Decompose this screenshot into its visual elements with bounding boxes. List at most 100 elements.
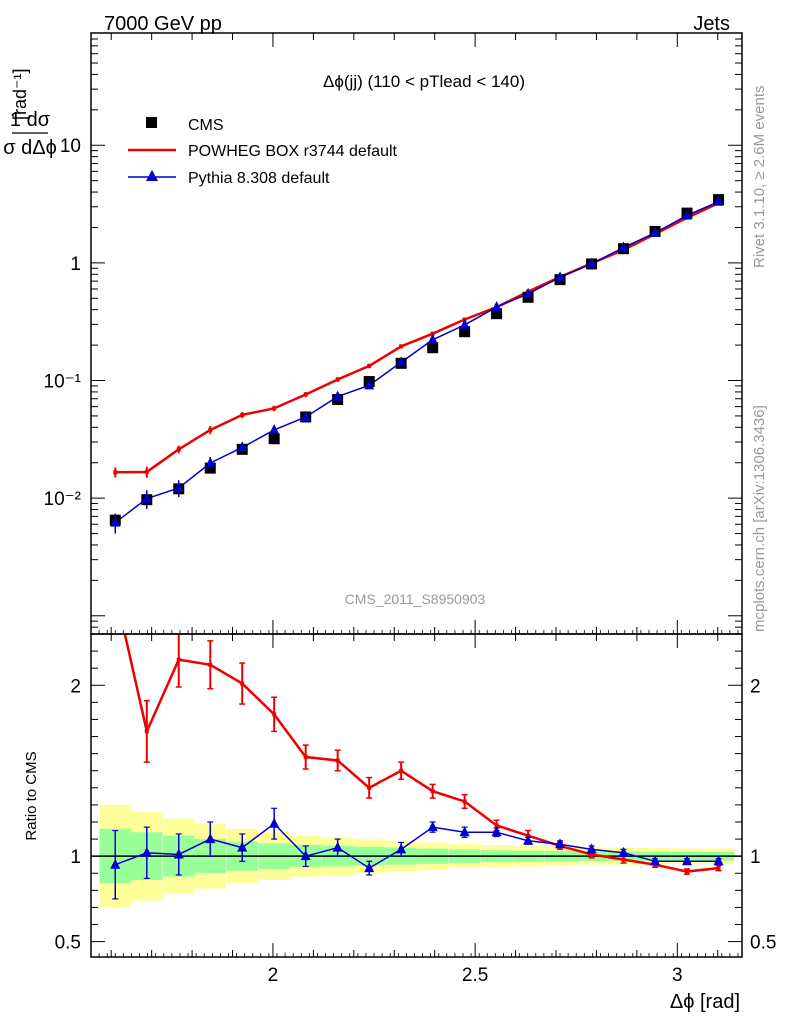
pythia-point bbox=[682, 209, 693, 220]
ratio-pythia-point bbox=[713, 855, 724, 866]
ratio-powheg-point bbox=[430, 789, 435, 794]
cms-point bbox=[268, 433, 280, 445]
ratio-pythia-point bbox=[682, 855, 693, 866]
ratio-powheg-point bbox=[208, 662, 213, 667]
rivet-version-label: Rivet 3.1.10, ≥ 2.6M events bbox=[751, 86, 768, 269]
main-ylabel-unit: [rad⁻¹] bbox=[10, 68, 30, 120]
cms-point bbox=[459, 326, 471, 338]
pythia-point bbox=[459, 318, 470, 329]
ratio-panel-frame bbox=[90, 633, 743, 958]
ratio-pythia-point bbox=[300, 850, 311, 861]
analysis-watermark: CMS_2011_S8950903 bbox=[345, 591, 486, 607]
legend-item-pythia: Pythia 8.308 default bbox=[128, 170, 330, 187]
ratio-powheg-point bbox=[685, 869, 690, 874]
powheg-point bbox=[144, 469, 149, 474]
main-y-tick-label: 10⁻² bbox=[44, 489, 82, 510]
ratio-y-tick-label-left: 1 bbox=[70, 847, 81, 868]
main-ylabel: 1 dσ σ dΔϕ [rad⁻¹] bbox=[3, 68, 57, 159]
powheg-point bbox=[113, 470, 118, 475]
main-ylabel-top: 1 dσ bbox=[10, 109, 51, 131]
x-tick-label: 2.5 bbox=[462, 965, 488, 986]
ratio-pythia-point bbox=[237, 841, 248, 852]
main-ylabel-bottom: σ dΔϕ bbox=[3, 137, 57, 159]
ratio-powheg-point bbox=[494, 823, 499, 828]
ratio-pythia-point bbox=[110, 858, 121, 869]
pythia-point bbox=[237, 441, 248, 452]
pythia-point bbox=[300, 410, 311, 421]
pythia-point bbox=[173, 481, 184, 492]
ratio-ylabel: Ratio to CMS bbox=[23, 751, 40, 840]
ratio-powheg-point bbox=[335, 758, 340, 763]
x-tick-label: 3 bbox=[672, 965, 683, 986]
header-right: Jets bbox=[693, 13, 730, 35]
legend-cms-label: CMS bbox=[188, 117, 224, 134]
ratio-y-tick-label-right: 0.5 bbox=[750, 933, 776, 954]
legend-pythia-label: Pythia 8.308 default bbox=[188, 170, 330, 187]
pythia-point bbox=[396, 356, 407, 367]
axes-layer: 10 1 10⁻¹ 10⁻² 2 2.5 3 0.5 0.5 1 1 2 2 bbox=[44, 32, 776, 986]
ratio-data-layer bbox=[110, 589, 724, 900]
pythia-point bbox=[269, 423, 280, 434]
ratio-pythia-point bbox=[396, 843, 407, 854]
ratio-pythia-point bbox=[491, 826, 502, 837]
ratio-pythia-point bbox=[173, 848, 184, 859]
ratio-pythia-point bbox=[269, 817, 280, 828]
ratio-powheg-line bbox=[123, 634, 719, 873]
main-plot-title: Δϕ(jj) (110 < pTlead < 140) bbox=[323, 72, 525, 91]
powheg-point bbox=[399, 344, 404, 349]
ratio-pythia-point bbox=[427, 821, 438, 832]
powheg-point bbox=[208, 427, 213, 432]
x-tick-label: 2 bbox=[268, 965, 279, 986]
ratio-y-tick-label-right: 1 bbox=[750, 847, 761, 868]
powheg-point bbox=[272, 406, 277, 411]
main-data-layer bbox=[109, 194, 725, 534]
ratio-y-tick-label-left: 2 bbox=[70, 676, 81, 697]
ratio-y-tick-label-right: 2 bbox=[750, 676, 761, 697]
ratio-pythia-point bbox=[459, 826, 470, 837]
main-y-tick-label: 10 bbox=[60, 136, 81, 157]
legend: CMS POWHEG BOX r3744 default Pythia 8.30… bbox=[128, 117, 398, 187]
powheg-point bbox=[176, 447, 181, 452]
ratio-powheg-point bbox=[462, 799, 467, 804]
ratio-y-tick-label-left: 0.5 bbox=[55, 933, 81, 954]
pythia-point bbox=[332, 390, 343, 401]
ratio-pythia-point bbox=[205, 833, 216, 844]
powheg-point bbox=[367, 363, 372, 368]
ratio-powheg-point bbox=[399, 768, 404, 773]
powheg-point bbox=[303, 392, 308, 397]
ratio-powheg-point bbox=[367, 785, 372, 790]
powheg-point bbox=[335, 377, 340, 382]
pythia-point bbox=[713, 195, 724, 206]
legend-powheg-label: POWHEG BOX r3744 default bbox=[188, 143, 398, 160]
ratio-pythia-point bbox=[618, 846, 629, 857]
main-y-tick-label: 10⁻¹ bbox=[44, 372, 82, 393]
pythia-point bbox=[650, 226, 661, 237]
ratio-powheg-point bbox=[272, 712, 277, 717]
ratio-pythia-line bbox=[114, 822, 719, 870]
ratio-pythia-point bbox=[141, 846, 152, 857]
cms-point bbox=[427, 342, 439, 354]
ratio-pythia-point bbox=[555, 838, 566, 849]
ratio-powheg-point bbox=[113, 589, 117, 593]
header-left: 7000 GeV pp bbox=[104, 13, 222, 35]
ratio-powheg-point bbox=[240, 681, 245, 686]
ratio-pythia-point bbox=[364, 862, 375, 873]
legend-item-cms: CMS bbox=[146, 117, 224, 134]
pythia-point bbox=[523, 287, 534, 298]
cms-point bbox=[491, 308, 503, 320]
x-axis-label: Δϕ [rad] bbox=[670, 991, 740, 1013]
ratio-powheg-point bbox=[303, 755, 308, 760]
pythia-point bbox=[141, 492, 152, 503]
legend-item-powheg: POWHEG BOX r3744 default bbox=[128, 143, 398, 160]
mcplots-label: mcplots.cern.ch [arXiv:1306.3436] bbox=[751, 405, 768, 632]
ratio-pythia-point bbox=[586, 843, 597, 854]
ratio-powheg-point bbox=[176, 657, 181, 662]
legend-cms-marker bbox=[146, 117, 157, 128]
main-y-tick-label: 1 bbox=[70, 254, 81, 275]
ratio-pythia-point bbox=[332, 841, 343, 852]
ratio-powheg-point bbox=[621, 857, 626, 862]
pythia-point bbox=[364, 379, 375, 390]
ratio-powheg-point bbox=[589, 852, 594, 857]
ratio-powheg-point bbox=[144, 729, 149, 734]
